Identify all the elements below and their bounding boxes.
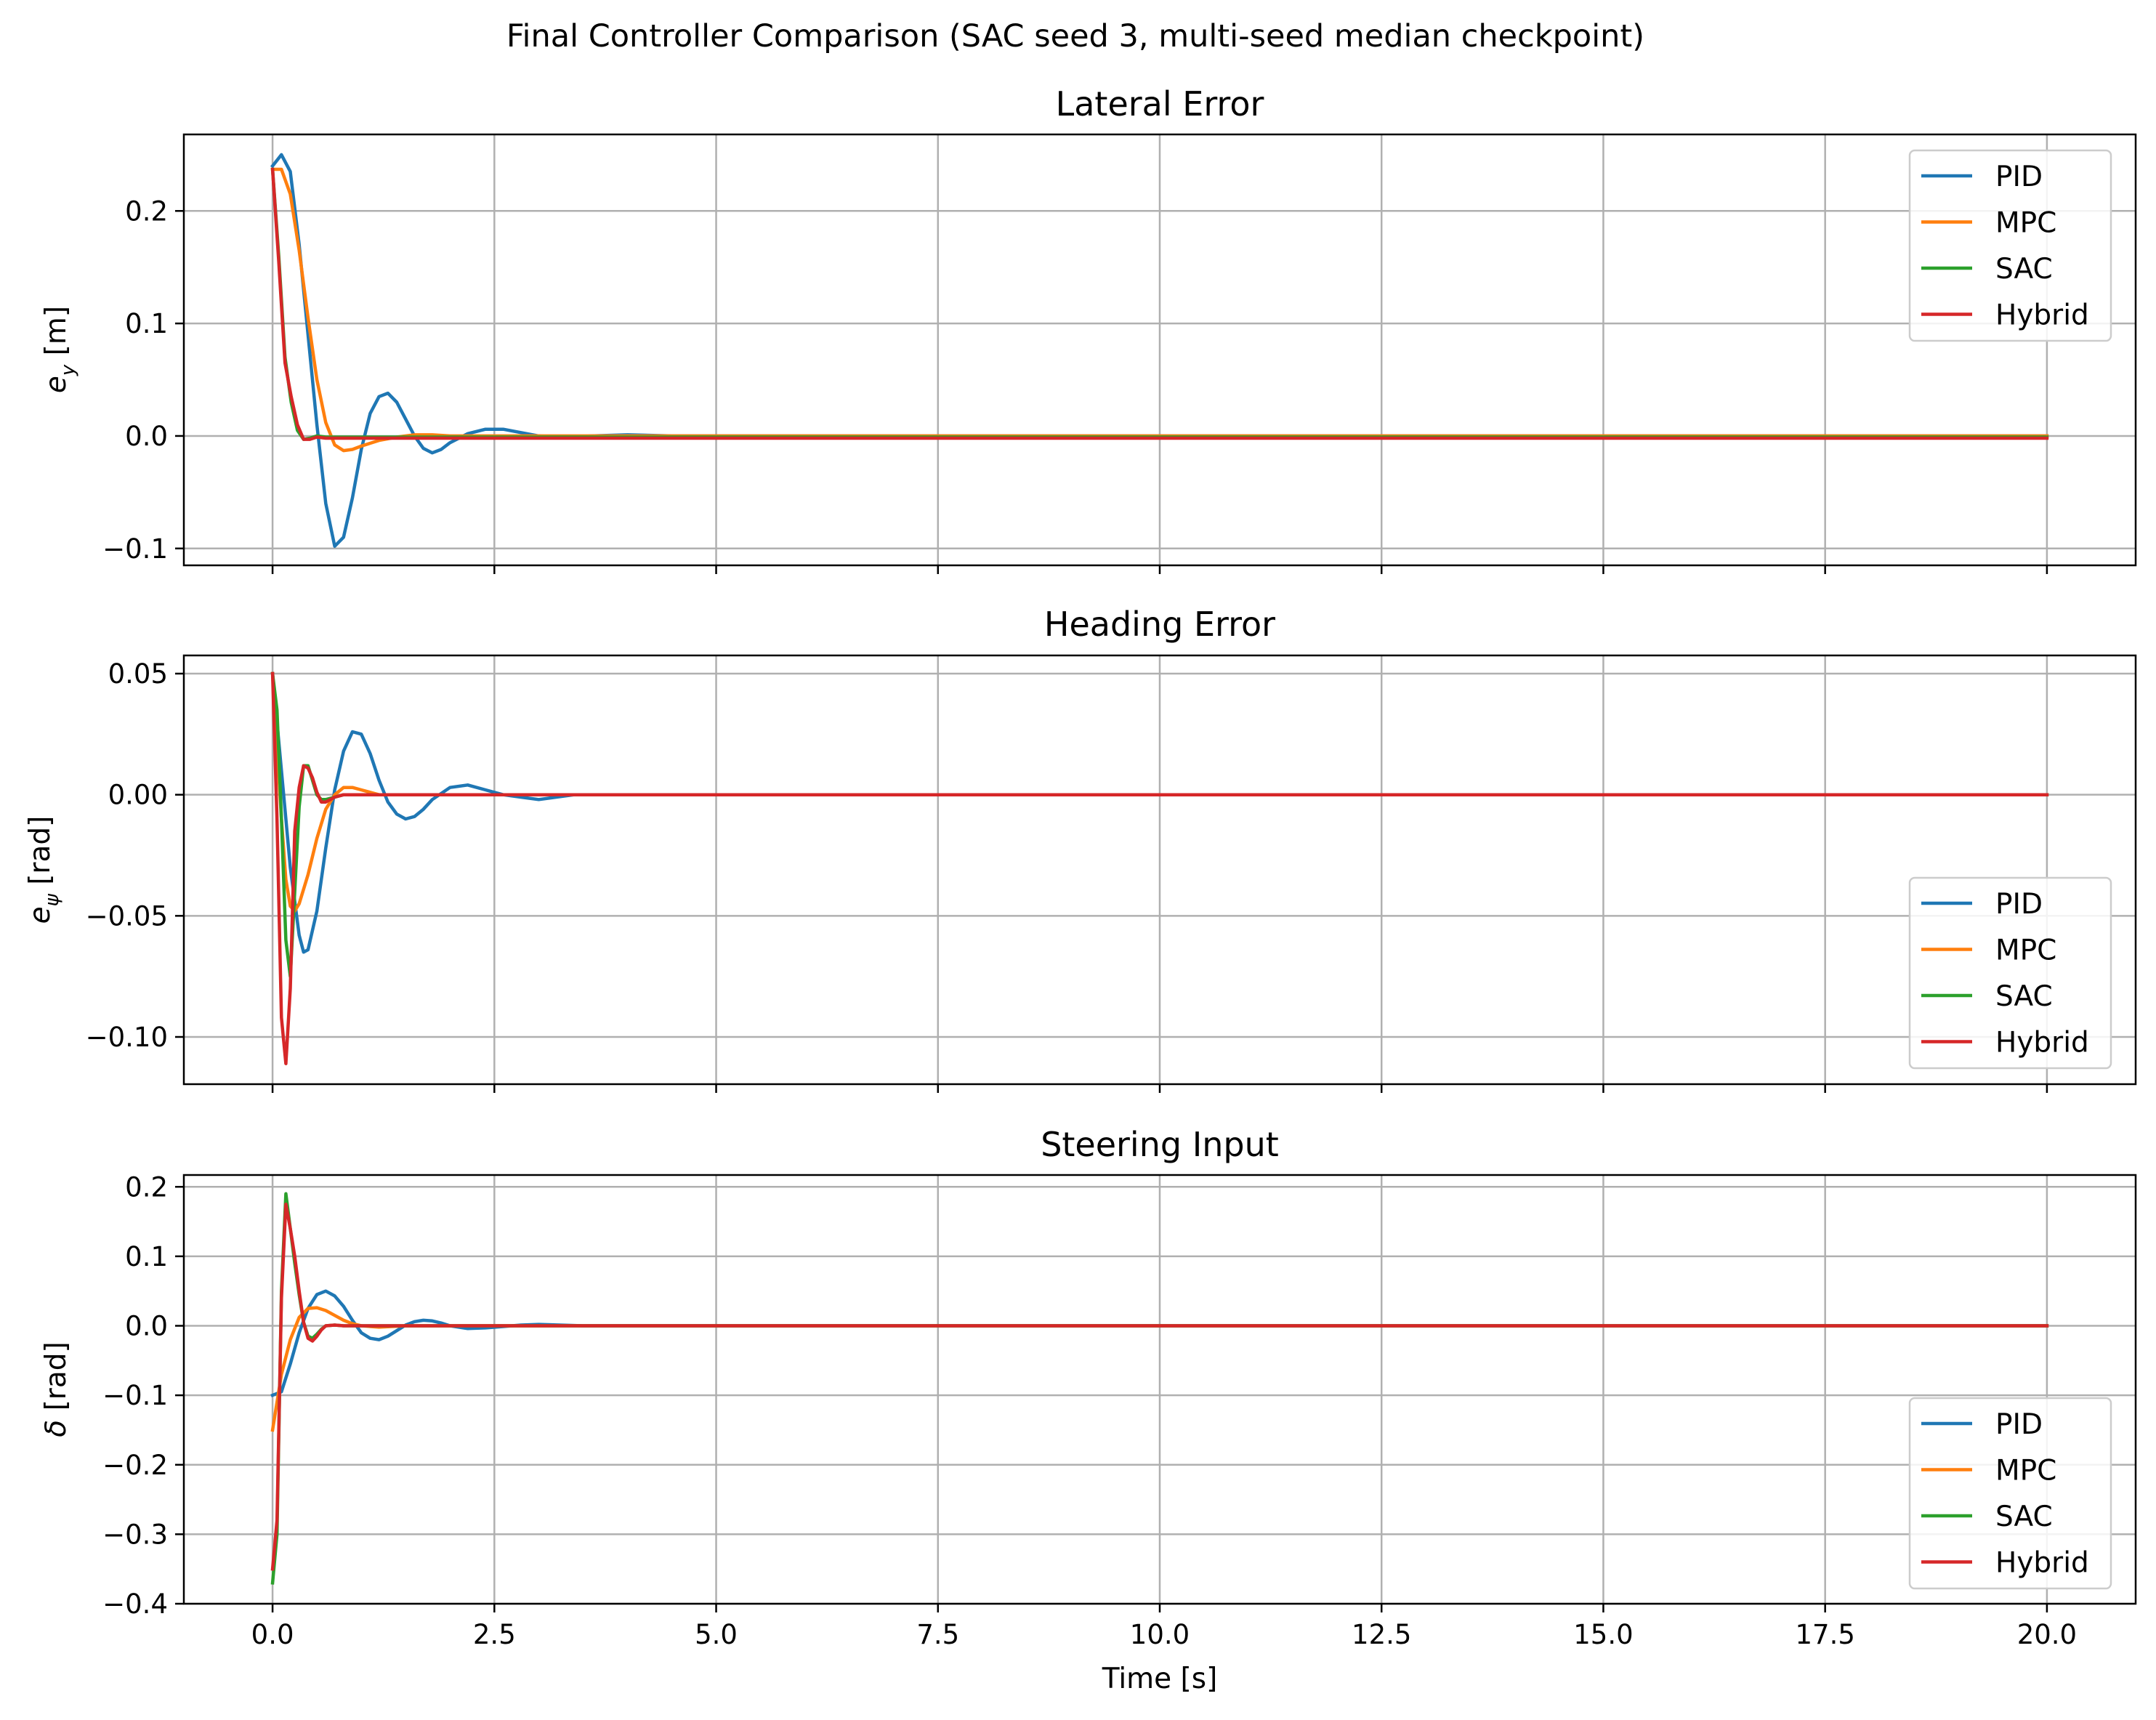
x-tick-label: 0.0 [251, 1619, 294, 1650]
y-tick-label: −0.3 [102, 1519, 168, 1550]
panel-steering-input: Steering Input −0.4 −0.3 −0.2 −0.1 0.0 0.1 0.2… [40, 1125, 2137, 1650]
y-label-unit: [rad] [40, 1341, 73, 1420]
y-label-symbol: e [24, 906, 57, 924]
panel-lateral-error: Lateral Error −0.1 0.0 0.1 0.2 ey [m] PID MP… [40, 84, 2137, 574]
x-tick-label: 12.5 [1352, 1619, 1411, 1650]
x-gridlines [271, 134, 2048, 565]
legend: PID MPC SAC Hybrid [1908, 1397, 2112, 1590]
series-lines [270, 1192, 2049, 1585]
y-tick-label: 0.1 [125, 1241, 168, 1272]
y-tick-label: 0.2 [125, 1171, 168, 1203]
figure-title: Final Controller Comparison (SAC seed 3,… [506, 18, 1644, 54]
y-ticks: −0.1 0.0 0.1 0.2 [102, 195, 184, 565]
y-label-unit: [m] [40, 306, 73, 365]
y-tick-label: −0.2 [102, 1450, 168, 1481]
y-tick-label: 0.0 [125, 1311, 168, 1342]
y-axis-label: δ [rad] [40, 1341, 73, 1437]
legend: PID MPC SAC Hybrid [1908, 149, 2112, 342]
panel-heading-error: Heading Error −0.10 −0.05 0.00 0.05 eψ [rad… [24, 605, 2137, 1093]
series-lines [270, 153, 2049, 548]
panel-title: Heading Error [1044, 605, 1275, 644]
legend-label-pid: PID [1995, 888, 2043, 921]
y-tick-label: −0.1 [102, 1380, 168, 1411]
y-label-symbol: δ [40, 1420, 73, 1437]
series-lines [270, 671, 2049, 1065]
y-label-subscript: ψ [41, 893, 63, 906]
x-ticks: 0.0 2.5 5.0 7.5 10.0 12.5 15.0 17.5 20.0 [251, 1604, 2077, 1650]
x-tick-label: 5.0 [695, 1619, 738, 1650]
series-line-hybrid [270, 167, 2049, 441]
legend-label-hybrid: Hybrid [1995, 1027, 2089, 1059]
x-tick-label: 17.5 [1795, 1619, 1854, 1650]
legend-label-pid: PID [1995, 161, 2043, 193]
legend-label-sac: SAC [1995, 980, 2053, 1013]
x-tick-label: 20.0 [2017, 1619, 2077, 1650]
legend-label-mpc: MPC [1995, 207, 2056, 240]
x-tick-label: 15.0 [1573, 1619, 1633, 1650]
y-ticks: −0.10 −0.05 0.00 0.05 [86, 658, 184, 1053]
legend-label-hybrid: Hybrid [1995, 299, 2089, 332]
legend-label-pid: PID [1995, 1408, 2043, 1441]
series-line-pid [270, 671, 2049, 954]
x-ticks [271, 565, 2048, 574]
y-tick-label: 0.1 [125, 308, 168, 339]
legend-frame [1908, 1397, 2112, 1590]
x-ticks [271, 1084, 2048, 1093]
legend-frame [1908, 876, 2112, 1070]
legend-label-hybrid: Hybrid [1995, 1547, 2089, 1580]
legend-label-sac: SAC [1995, 1501, 2053, 1533]
legend-label-sac: SAC [1995, 253, 2053, 286]
y-axis-label: eψ [rad] [24, 816, 63, 924]
y-tick-label: −0.1 [102, 533, 168, 565]
panel-title: Steering Input [1041, 1125, 1279, 1164]
y-tick-label: −0.10 [86, 1022, 168, 1053]
y-label-subscript: y [57, 364, 79, 376]
legend-label-mpc: MPC [1995, 934, 2056, 967]
series-line-hybrid [270, 671, 2049, 1065]
x-axis-label: Time [s] [1102, 1663, 1218, 1695]
x-tick-label: 2.5 [473, 1619, 516, 1650]
x-tick-label: 10.0 [1130, 1619, 1190, 1650]
x-tick-label: 7.5 [916, 1619, 959, 1650]
x-gridlines [271, 655, 2048, 1084]
legend-label-mpc: MPC [1995, 1455, 2056, 1487]
y-tick-label: −0.05 [86, 900, 168, 932]
y-ticks: −0.4 −0.3 −0.2 −0.1 0.0 0.1 0.2 [102, 1171, 184, 1620]
series-line-hybrid [270, 1202, 2049, 1571]
legend: PID MPC SAC Hybrid [1908, 876, 2112, 1070]
legend-frame [1908, 149, 2112, 342]
y-tick-label: −0.4 [102, 1588, 168, 1620]
y-tick-label: 0.05 [108, 658, 168, 690]
y-tick-label: 0.2 [125, 195, 168, 227]
y-tick-label: 0.0 [125, 421, 168, 452]
y-label-symbol: e [40, 376, 73, 393]
x-gridlines [271, 1175, 2048, 1604]
y-tick-label: 0.00 [108, 780, 168, 811]
y-label-unit: [rad] [24, 816, 57, 895]
y-axis-label: ey [m] [40, 306, 79, 393]
panel-title: Lateral Error [1056, 84, 1264, 124]
